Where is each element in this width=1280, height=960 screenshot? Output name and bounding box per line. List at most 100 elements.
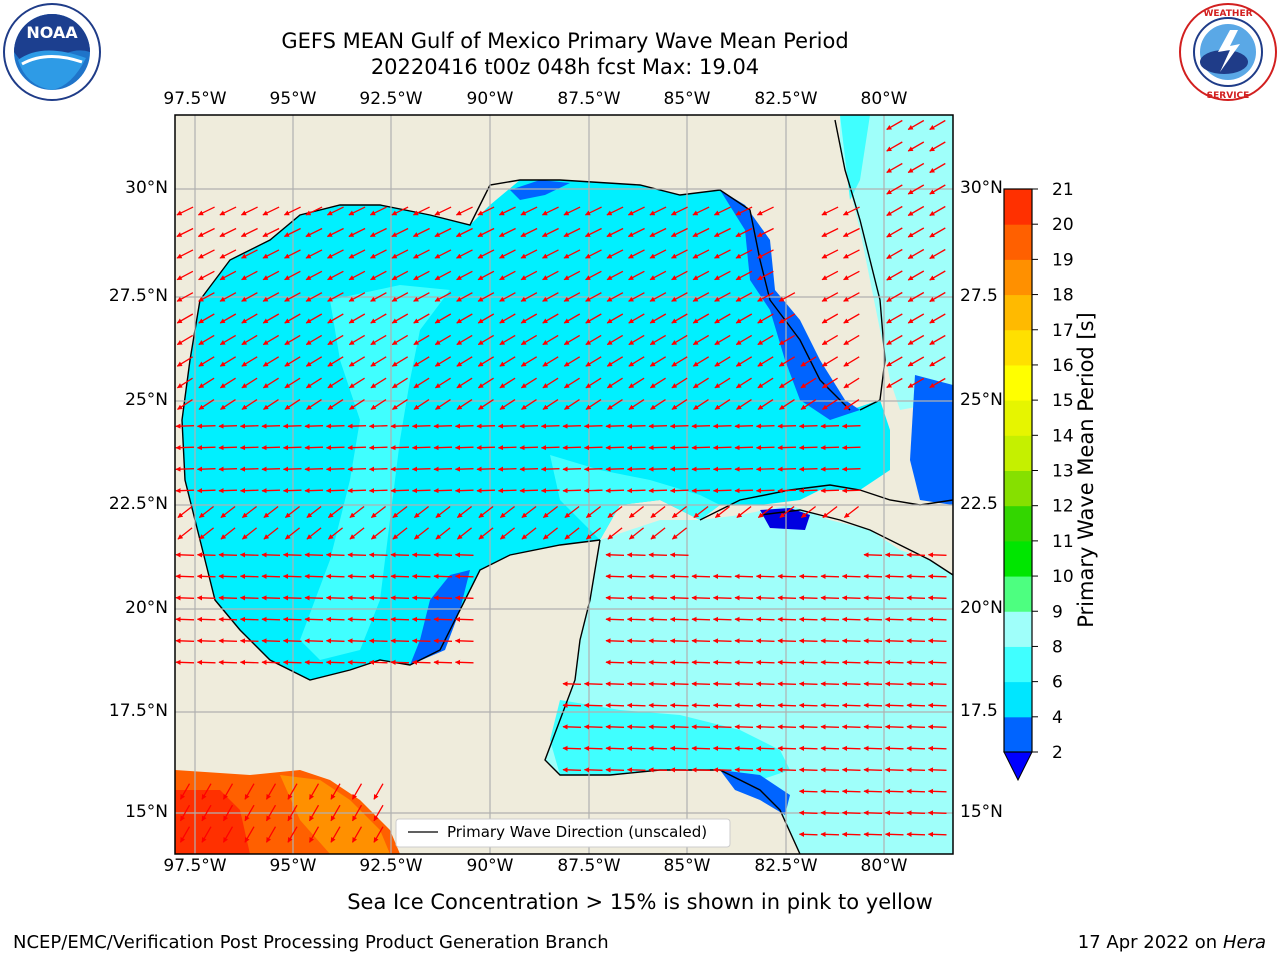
wave-arrow [669,616,689,622]
wave-arrow [413,292,430,302]
wave-arrow [454,638,474,644]
wave-arrow [325,638,345,644]
wave-arrow [755,724,775,730]
wave-arrow [884,681,904,687]
wave-arrow [391,334,409,346]
wave-arrow [841,745,861,751]
wave-arrow [241,377,258,389]
wave-arrow [305,356,323,367]
wave-arrow [863,724,883,730]
wave-arrow [282,616,302,622]
wave-arrow [351,804,363,822]
wave-arrow [390,466,410,472]
wave-arrow [477,377,494,389]
wave-arrow [261,659,281,665]
wave-arrow [241,270,258,281]
wave-arrow [348,356,366,367]
wave-arrow [884,595,904,601]
wave-arrow [219,227,237,238]
wave-arrow [347,595,367,601]
wave-arrow [218,488,238,494]
wave-arrow [927,724,947,730]
wave-arrow [671,313,688,324]
wave-arrow [390,445,410,451]
wave-arrow [349,527,365,540]
wave-arrow [648,638,668,644]
wave-arrow [434,292,452,302]
wave-arrow [606,377,623,389]
wave-arrow [735,334,753,346]
wave-arrow [927,702,947,708]
wave-arrow [222,804,234,822]
wave-arrow [734,445,754,451]
wave-arrow [520,377,537,389]
map-legend: Primary Wave Direction (unscaled) [395,818,731,848]
wave-arrow [777,423,797,429]
wave-arrow [820,831,840,837]
wave-arrow [583,466,603,472]
map-subtitle: 20220416 t00z 048h fcst Max: 19.04 [370,55,760,79]
wave-arrow [456,270,473,281]
wave-arrow [777,445,797,451]
wave-arrow [691,767,711,773]
wave-arrow [929,377,946,389]
wave-arrow [327,399,344,410]
wave-arrow [325,659,345,665]
lat-label-left: 27.5°N [108,286,168,306]
wave-arrow [390,616,410,622]
wave-arrow [712,488,732,494]
wave-arrow [304,466,324,472]
lon-label-bottom: 82.5°W [754,856,818,876]
wave-arrow [261,573,281,579]
wave-arrow [541,227,559,238]
wave-arrow [757,505,773,519]
wave-arrow [585,527,602,540]
wave-arrow [907,356,925,367]
wave-arrow [497,466,517,472]
wave-arrow [692,313,710,324]
wave-arrow [330,804,341,822]
wave-arrow [820,638,840,644]
wave-arrow [841,638,861,644]
colorbar-tick-label: 9 [1052,602,1063,622]
wave-arrow [262,206,280,216]
wave-arrow [368,573,388,579]
wave-arrow [477,249,495,259]
wave-arrow [542,377,559,389]
wave-arrow [497,488,517,494]
wave-arrow [347,445,367,451]
cuba-coastline [699,484,953,576]
wave-arrow [757,356,774,367]
nws-logo: WEATHER SERVICE [1179,3,1277,101]
wave-arrow [198,356,215,367]
wave-arrow [927,552,947,558]
wave-arrow [284,249,301,259]
wave-arrow [497,445,517,451]
wave-arrow [585,356,602,367]
wave-arrow [347,638,367,644]
wave-arrow [693,399,709,410]
lon-label-bottom: 92.5°W [359,856,423,876]
wave-arrow [755,573,775,579]
wave-arrow [305,249,323,259]
wave-arrow [649,313,667,324]
wave-arrow [239,552,259,558]
wave-arrow [391,356,409,367]
wave-arrow [519,423,539,429]
wave-arrow [583,681,603,687]
wave-arrow [714,249,731,259]
wave-arrow [411,488,431,494]
wave-arrow [820,745,840,751]
wave-arrow [843,399,860,410]
wave-arrow [800,356,817,367]
wave-arrow [736,505,752,519]
lat-label-right: 27.5 [960,286,998,306]
wave-arrow [798,810,818,816]
wave-arrow [239,595,259,601]
wave-arrow [413,356,430,367]
wave-arrow [886,334,903,346]
wave-arrow [798,488,818,494]
lat-label-right: 17.5 [960,701,998,721]
wave-arrow [841,831,861,837]
